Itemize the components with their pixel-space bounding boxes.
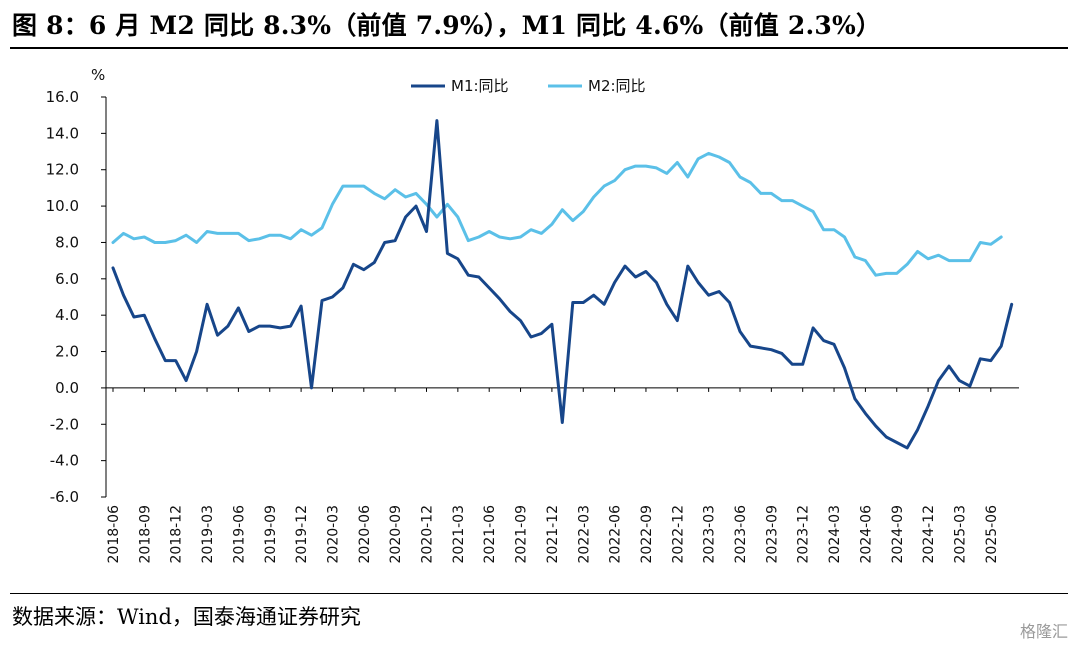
- x-tick-label: 2024-09: [890, 505, 906, 564]
- x-tick-label: 2023-09: [764, 505, 780, 564]
- x-axis: 2018-06 2018-09 2018-12 2019-03 2019-06 2019-…: [106, 387, 1019, 564]
- series-lines: [111, 119, 1014, 450]
- y-tick-label: 12.0: [46, 161, 79, 179]
- y-axis-unit-label: %: [91, 66, 105, 84]
- x-tick-label: 2021-03: [451, 505, 467, 564]
- source-rule: [10, 593, 1068, 594]
- x-tick-label: 2023-12: [796, 505, 812, 564]
- line-chart: % M1:同比 M2:同比 16.0 14.0 12.0 10.0 8.0 6.0 4.0 2.…: [46, 66, 1019, 564]
- x-tick-label: 2023-06: [733, 505, 749, 564]
- x-tick-label: 2020-03: [325, 505, 341, 564]
- x-tick-label: 2019-03: [200, 505, 216, 564]
- y-tick-label: 2.0: [55, 343, 79, 361]
- y-tick-label: 0.0: [55, 379, 79, 397]
- figure-title: 图 8：6 月 M2 同比 8.3%（前值 7.9%），M1 同比 4.6%（前…: [12, 11, 882, 40]
- x-tick-label: 2019-09: [263, 505, 279, 564]
- x-tick-label: 2024-06: [858, 505, 874, 564]
- title-rule: [10, 47, 1068, 49]
- x-tick-label: 2025-06: [984, 505, 1000, 564]
- x-tick-label: 2020-12: [420, 505, 436, 564]
- legend: M1:同比 M2:同比: [411, 77, 646, 95]
- data-source-note: 数据来源：Wind，国泰海通证券研究: [12, 605, 361, 629]
- x-tick-label: 2020-09: [388, 505, 404, 564]
- x-tick-label: 2020-06: [357, 505, 373, 564]
- m2-yoy-line: [111, 151, 1003, 277]
- x-tick-label: 2019-12: [294, 505, 310, 564]
- legend-item-m1-label: M1:同比: [451, 77, 509, 95]
- x-tick-label: 2022-03: [576, 505, 592, 564]
- y-tick-label: -6.0: [50, 488, 79, 506]
- y-tick-label: 4.0: [55, 306, 79, 324]
- y-tick-label: -4.0: [50, 452, 79, 470]
- y-tick-label: 10.0: [46, 197, 79, 215]
- y-tick-label: 14.0: [46, 124, 79, 142]
- y-tick-label: 6.0: [55, 270, 79, 288]
- y-tick-label: -2.0: [50, 415, 79, 433]
- x-tick-label: 2021-09: [514, 505, 530, 564]
- watermark-logo: 格隆汇: [1019, 622, 1068, 641]
- x-tick-label: 2022-09: [639, 505, 655, 564]
- x-tick-label: 2025-03: [952, 505, 968, 564]
- x-tick-label: 2021-12: [545, 505, 561, 564]
- x-tick-label: 2019-06: [231, 505, 247, 564]
- x-tick-label: 2022-06: [608, 505, 624, 564]
- y-axis: 16.0 14.0 12.0 10.0 8.0 6.0 4.0 2.0 0.0 -2.0 -4.0 -…: [46, 88, 107, 506]
- x-tick-label: 2024-12: [921, 505, 937, 564]
- x-tick-label: 2022-12: [670, 505, 686, 564]
- x-tick-label: 2018-06: [106, 505, 122, 564]
- x-tick-label: 2018-09: [137, 505, 153, 564]
- x-tick-label: 2018-12: [169, 505, 185, 564]
- x-tick-label: 2021-06: [482, 505, 498, 564]
- x-tick-label: 2023-03: [702, 505, 718, 564]
- y-tick-label: 8.0: [55, 233, 79, 251]
- x-tick-label: 2024-03: [827, 505, 843, 564]
- m1-yoy-line: [111, 119, 1014, 450]
- y-tick-label: 16.0: [46, 88, 79, 106]
- legend-item-m2-label: M2:同比: [588, 77, 646, 95]
